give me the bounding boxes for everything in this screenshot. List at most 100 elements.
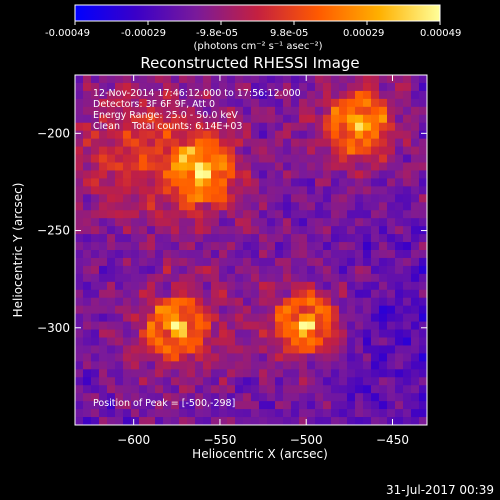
heatmap-cell bbox=[379, 210, 388, 219]
heatmap-cell bbox=[163, 321, 172, 330]
heatmap-cell bbox=[387, 210, 396, 219]
heatmap-cell bbox=[379, 98, 388, 108]
heatmap-cell bbox=[75, 114, 84, 124]
heatmap-cell bbox=[323, 369, 332, 378]
heatmap-cell bbox=[411, 210, 420, 219]
heatmap-cell bbox=[315, 409, 324, 418]
heatmap-cell bbox=[395, 114, 404, 124]
heatmap-cell bbox=[195, 218, 204, 227]
heatmap-cell bbox=[211, 281, 220, 291]
heatmap-cell bbox=[147, 353, 156, 362]
heatmap-cell bbox=[331, 82, 340, 92]
heatmap-cell bbox=[387, 393, 396, 402]
heatmap-cell bbox=[211, 90, 220, 100]
heatmap-cell bbox=[211, 369, 220, 378]
heatmap-cell bbox=[299, 114, 308, 124]
heatmap-cell bbox=[331, 90, 340, 100]
heatmap-cell bbox=[315, 106, 324, 116]
heatmap-cell bbox=[211, 218, 220, 227]
heatmap-cell bbox=[259, 210, 268, 219]
heatmap-cell bbox=[355, 393, 364, 402]
heatmap-cell bbox=[363, 417, 372, 426]
heatmap-cell bbox=[115, 162, 124, 171]
heatmap-cell bbox=[171, 146, 180, 155]
heatmap-cell bbox=[371, 353, 380, 362]
heatmap-cell bbox=[91, 257, 100, 267]
heatmap-cell bbox=[347, 90, 356, 100]
heatmap-cell bbox=[227, 178, 236, 187]
heatmap-cell bbox=[91, 273, 100, 283]
heatmap-cell bbox=[179, 321, 188, 330]
heatmap-cell bbox=[203, 75, 212, 84]
heatmap-cell bbox=[339, 313, 348, 322]
heatmap-cell bbox=[187, 75, 196, 84]
heatmap-cell bbox=[171, 345, 180, 354]
heatmap-cell bbox=[323, 409, 332, 418]
heatmap-cell bbox=[331, 186, 340, 195]
heatmap-cell bbox=[331, 329, 340, 338]
heatmap-cell bbox=[347, 273, 356, 283]
heatmap-cell bbox=[323, 281, 332, 291]
heatmap-cell bbox=[187, 194, 196, 203]
heatmap-cell bbox=[131, 186, 140, 195]
heatmap-cell bbox=[315, 194, 324, 203]
heatmap-cell bbox=[123, 393, 132, 402]
heatmap-cell bbox=[363, 186, 372, 195]
heatmap-cell bbox=[395, 385, 404, 394]
heatmap-cell bbox=[403, 305, 412, 315]
heatmap-cell bbox=[163, 313, 172, 322]
heatmap-cell bbox=[315, 353, 324, 362]
heatmap-cell bbox=[203, 106, 212, 116]
heatmap-cell bbox=[419, 218, 428, 227]
heatmap-cell bbox=[315, 297, 324, 307]
heatmap-cell bbox=[123, 385, 132, 394]
x-tick-label: −550 bbox=[203, 433, 236, 447]
heatmap-cell bbox=[411, 130, 420, 140]
heatmap-cell bbox=[195, 377, 204, 386]
heatmap-cell bbox=[331, 273, 340, 283]
heatmap-cell bbox=[195, 90, 204, 100]
heatmap-cell bbox=[107, 265, 116, 275]
heatmap-cell bbox=[195, 297, 204, 307]
heatmap-cell bbox=[171, 226, 180, 235]
heatmap-cell bbox=[107, 98, 116, 108]
heatmap-cell bbox=[235, 409, 244, 418]
heatmap-cell bbox=[75, 218, 84, 227]
heatmap-cell bbox=[387, 75, 396, 84]
heatmap-cell bbox=[227, 130, 236, 140]
heatmap-cell bbox=[139, 162, 148, 171]
heatmap-cell bbox=[259, 289, 268, 299]
heatmap-cell bbox=[283, 289, 292, 299]
heatmap-cell bbox=[299, 329, 308, 338]
heatmap-cell bbox=[235, 130, 244, 140]
heatmap-cell bbox=[163, 82, 172, 92]
heatmap-cell bbox=[379, 75, 388, 84]
heatmap-cell bbox=[243, 329, 252, 338]
heatmap-cell bbox=[307, 170, 316, 179]
heatmap-cell bbox=[315, 417, 324, 426]
heatmap-cell bbox=[123, 122, 132, 132]
heatmap-cell bbox=[107, 130, 116, 140]
heatmap-cell bbox=[187, 154, 196, 163]
heatmap-cell bbox=[131, 234, 140, 243]
heatmap-cell bbox=[139, 170, 148, 179]
heatmap-cell bbox=[131, 218, 140, 227]
heatmap-cell bbox=[235, 170, 244, 179]
heatmap-cell bbox=[115, 194, 124, 203]
heatmap-cell bbox=[243, 75, 252, 84]
heatmap-cell bbox=[139, 234, 148, 243]
heatmap-cell bbox=[203, 138, 212, 147]
heatmap-cell bbox=[299, 417, 308, 426]
heatmap-cell bbox=[307, 305, 316, 315]
heatmap-cell bbox=[395, 250, 404, 259]
heatmap-cell bbox=[219, 417, 228, 426]
heatmap-cell bbox=[107, 202, 116, 211]
heatmap-cell bbox=[275, 154, 284, 163]
heatmap-cell bbox=[315, 138, 324, 147]
heatmap-cell bbox=[419, 361, 428, 370]
heatmap-cell bbox=[419, 401, 428, 410]
heatmap-cell bbox=[115, 297, 124, 307]
heatmap-cell bbox=[155, 409, 164, 418]
heatmap-cell bbox=[339, 82, 348, 92]
heatmap-cell bbox=[195, 186, 204, 195]
